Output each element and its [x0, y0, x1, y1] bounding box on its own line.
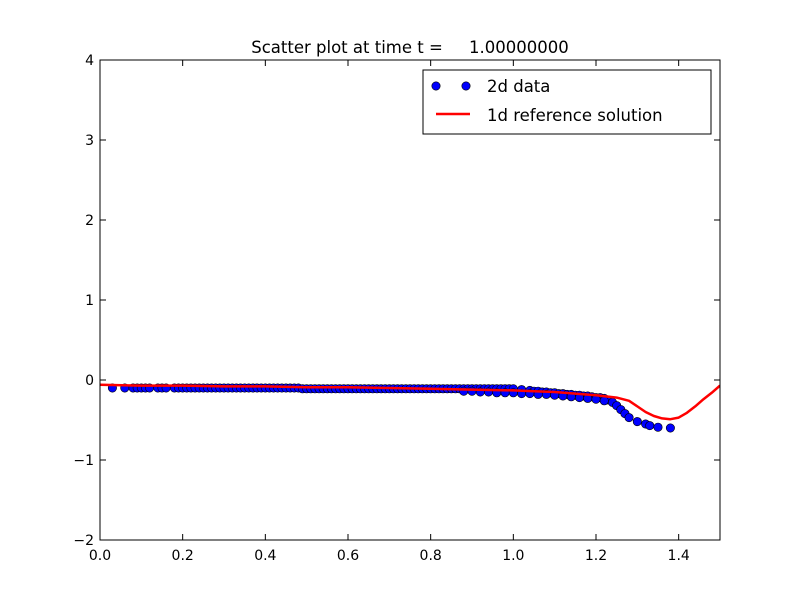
- x-tick-label: 1.4: [668, 548, 690, 564]
- x-tick-label: 1.0: [502, 548, 524, 564]
- x-tick-label: 0.8: [420, 548, 442, 564]
- x-tick-label: 0.0: [89, 548, 111, 564]
- chart-title: Scatter plot at time t = 1.00000000: [251, 38, 568, 57]
- axes: 0.0 0.2 0.4 0.6 0.8 1.0 1.2 1.4 −2 −1 0 1 2 3 4: [73, 53, 721, 564]
- y-tick-label: 0: [85, 373, 94, 389]
- legend-label-2d-data: 2d data: [487, 77, 550, 96]
- data-point: [624, 413, 634, 423]
- plot-area: [100, 383, 720, 433]
- y-tick-label: −1: [73, 453, 94, 469]
- y-tick-label: 1: [85, 293, 94, 309]
- data-point: [653, 422, 663, 432]
- x-tick-label: 0.4: [254, 548, 276, 564]
- data-point: [599, 396, 609, 406]
- data-point: [665, 423, 675, 433]
- legend-marker-2d-data: [431, 81, 471, 91]
- legend-box: [422, 69, 712, 135]
- reference-line: [100, 383, 720, 421]
- legend: 2d data 1d reference solution: [422, 69, 712, 135]
- data-point: [645, 421, 655, 431]
- x-tick-label: 1.2: [585, 548, 607, 564]
- y-tick-label: 4: [85, 53, 94, 69]
- data-point: [467, 386, 477, 396]
- legend-label-reference: 1d reference solution: [487, 106, 663, 125]
- y-tick-label: 3: [85, 133, 94, 149]
- x-tick-label: 0.2: [172, 548, 194, 564]
- legend-marker-dot: [431, 81, 441, 91]
- x-tick-label: 0.6: [337, 548, 359, 564]
- y-tick-label: 2: [85, 213, 94, 229]
- y-tick-label: −2: [73, 533, 94, 549]
- legend-marker-dot: [461, 81, 471, 91]
- data-point: [632, 417, 642, 427]
